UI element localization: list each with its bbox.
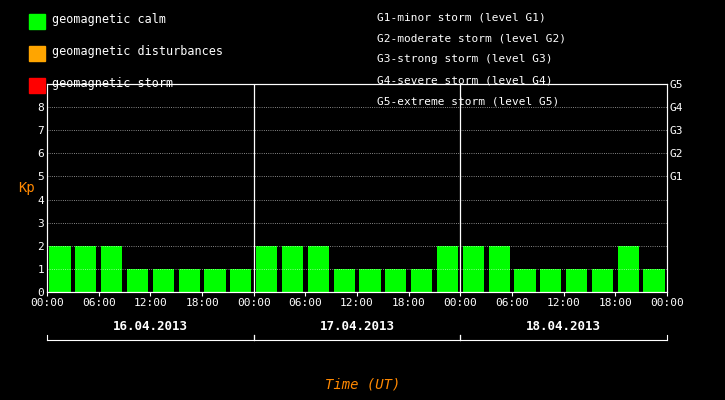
Bar: [153, 269, 174, 292]
Bar: [75, 246, 96, 292]
Bar: [514, 269, 536, 292]
Text: geomagnetic disturbances: geomagnetic disturbances: [52, 45, 223, 58]
Y-axis label: Kp: Kp: [18, 181, 35, 195]
Bar: [307, 246, 329, 292]
Bar: [49, 246, 70, 292]
Text: 16.04.2013: 16.04.2013: [113, 320, 188, 332]
Text: geomagnetic calm: geomagnetic calm: [52, 13, 166, 26]
Bar: [618, 246, 639, 292]
Bar: [437, 246, 458, 292]
Text: 17.04.2013: 17.04.2013: [320, 320, 394, 332]
Text: 18.04.2013: 18.04.2013: [526, 320, 601, 332]
Bar: [127, 269, 148, 292]
Bar: [256, 246, 277, 292]
Bar: [540, 269, 561, 292]
Text: G1-minor storm (level G1): G1-minor storm (level G1): [377, 12, 546, 22]
Bar: [463, 246, 484, 292]
Bar: [385, 269, 407, 292]
Text: G5-extreme storm (level G5): G5-extreme storm (level G5): [377, 97, 559, 107]
Bar: [282, 246, 303, 292]
Bar: [592, 269, 613, 292]
Text: Time (UT): Time (UT): [325, 378, 400, 392]
Bar: [178, 269, 200, 292]
Bar: [204, 269, 225, 292]
Text: G3-strong storm (level G3): G3-strong storm (level G3): [377, 54, 552, 64]
Text: G4-severe storm (level G4): G4-severe storm (level G4): [377, 76, 552, 86]
Bar: [566, 269, 587, 292]
Bar: [334, 269, 355, 292]
Text: G2-moderate storm (level G2): G2-moderate storm (level G2): [377, 33, 566, 43]
Bar: [101, 246, 123, 292]
Bar: [411, 269, 432, 292]
Bar: [231, 269, 252, 292]
Text: geomagnetic storm: geomagnetic storm: [52, 77, 173, 90]
Bar: [360, 269, 381, 292]
Bar: [489, 246, 510, 292]
Bar: [644, 269, 665, 292]
